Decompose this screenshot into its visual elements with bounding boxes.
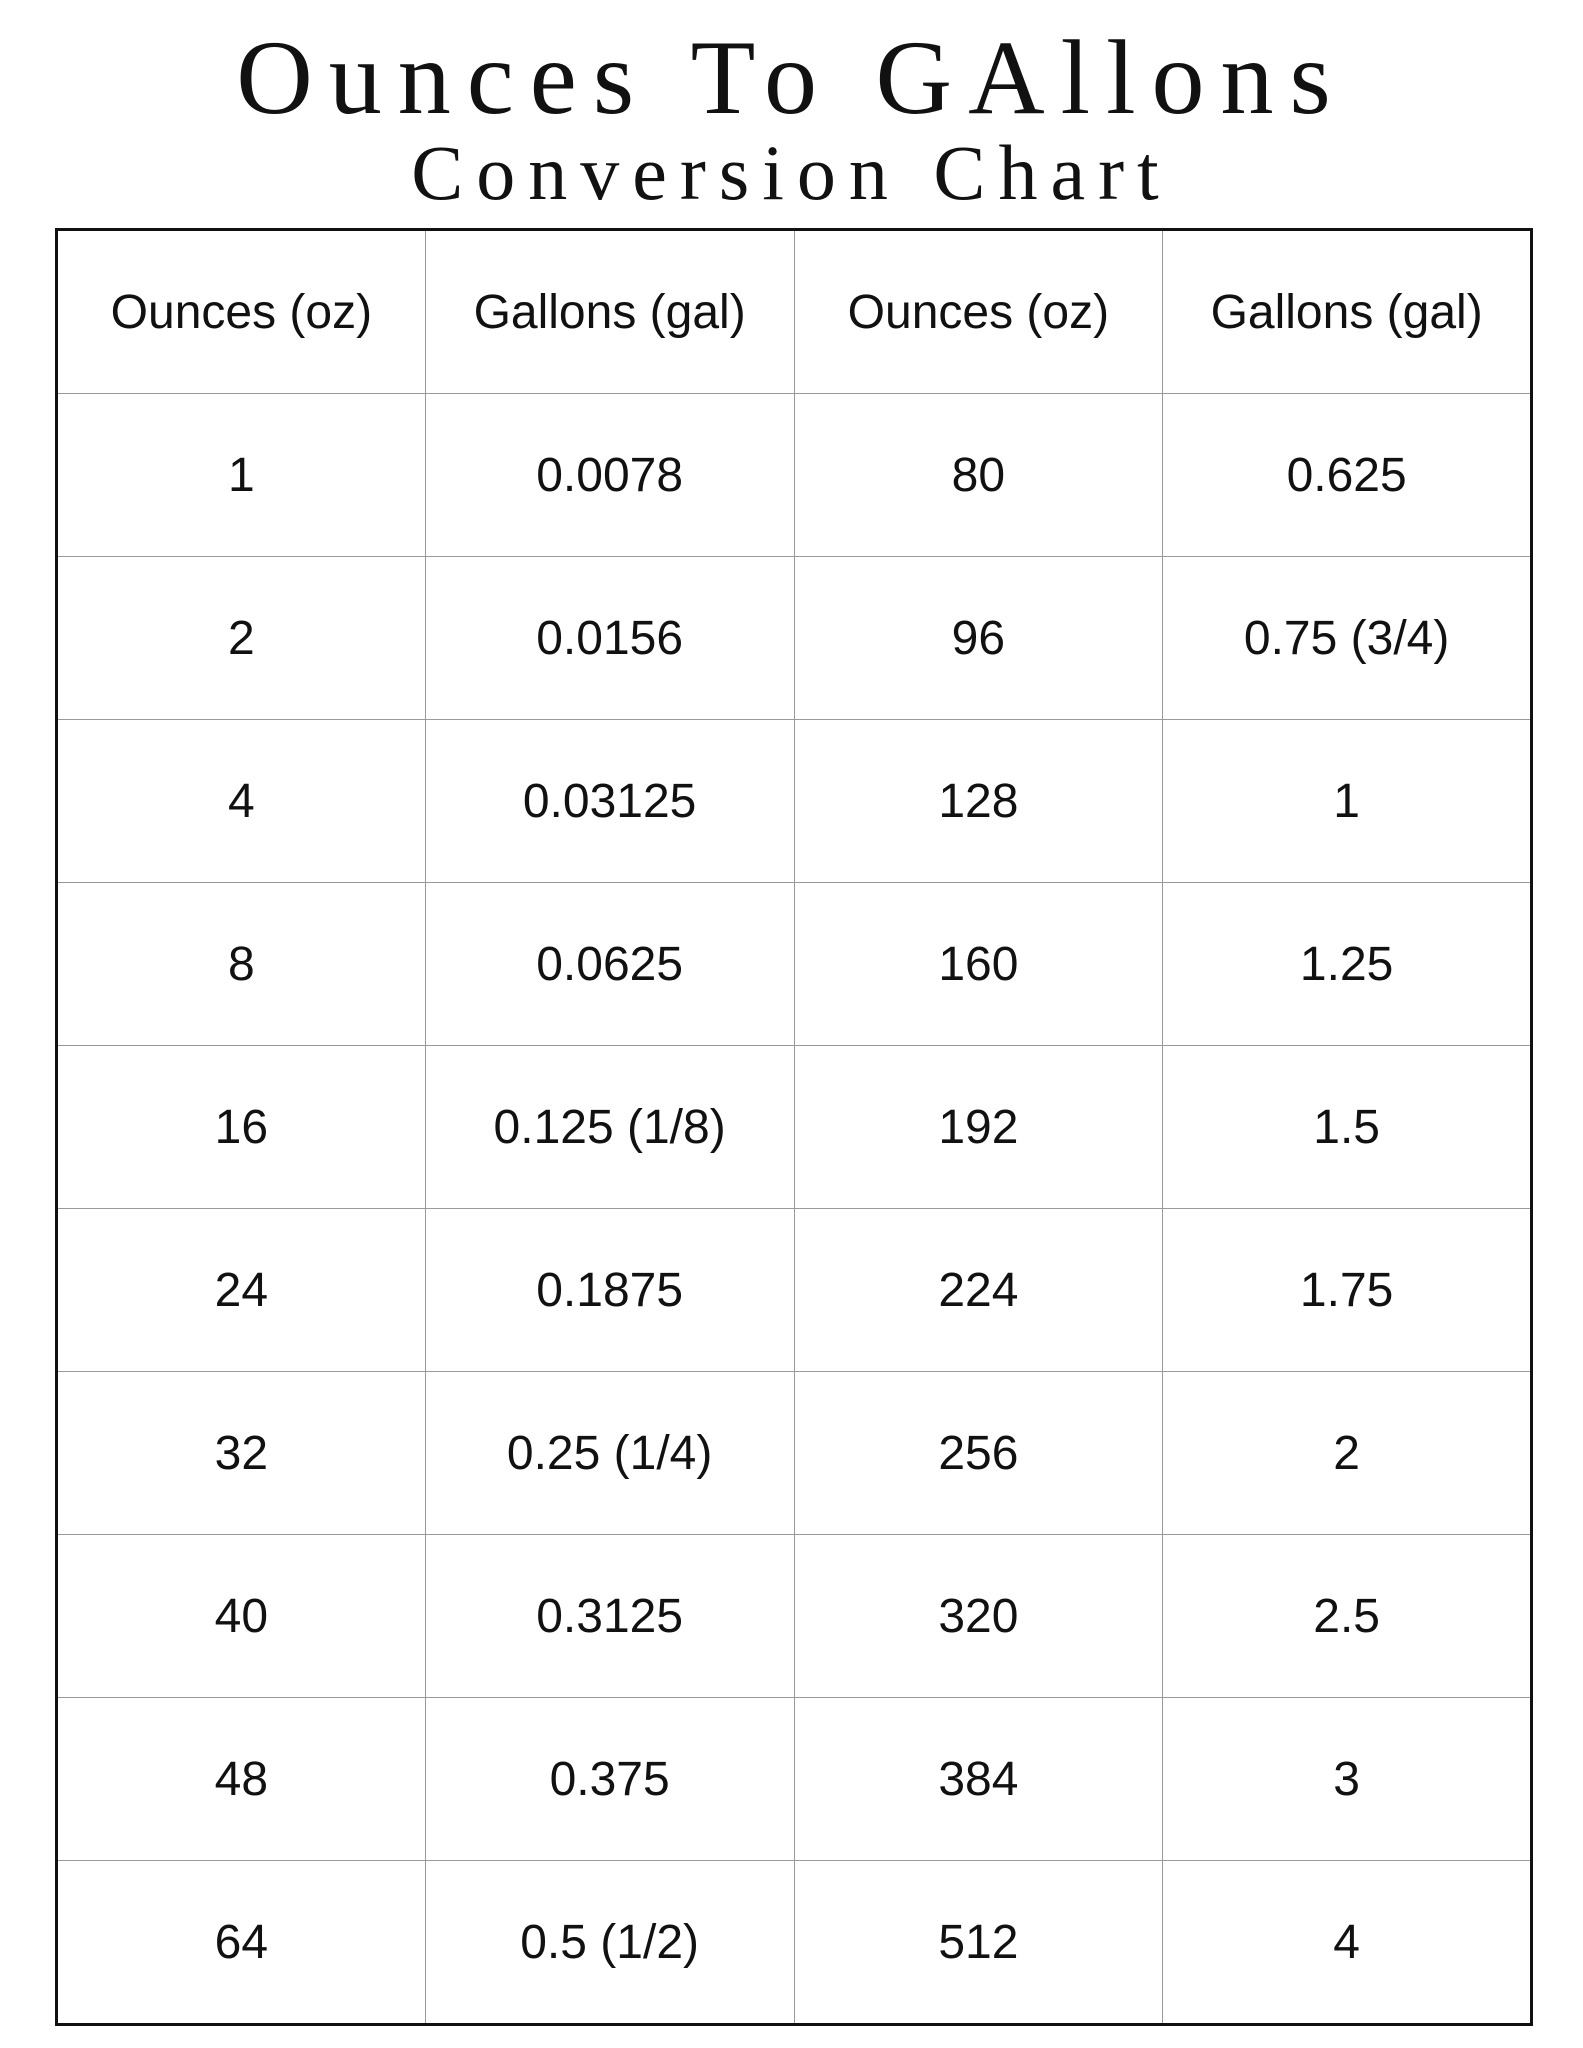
- table-cell: 1: [1162, 719, 1532, 883]
- table-cell: 1.5: [1162, 1045, 1532, 1209]
- table-cell: 192: [793, 1045, 1164, 1209]
- conversion-table: Ounces (oz) Gallons (gal) Ounces (oz) Gallo…: [55, 228, 1533, 2026]
- table-cell: 0.3125: [424, 1534, 795, 1698]
- table-cell: 64: [56, 1860, 426, 2025]
- table-cell: 2.5: [1162, 1534, 1532, 1698]
- table-cell: 8: [56, 882, 426, 1046]
- table-cell: 0.03125: [424, 719, 795, 883]
- column-header: Gallons (gal): [1162, 229, 1532, 394]
- table-cell: 1.25: [1162, 882, 1532, 1046]
- column-header: Ounces (oz): [793, 229, 1164, 394]
- table-cell: 48: [56, 1697, 426, 1861]
- table-row: 16 0.125 (1/8) 192 1.5: [56, 1045, 1532, 1209]
- table-cell: 4: [1162, 1860, 1532, 2025]
- table-cell: 0.5 (1/2): [424, 1860, 795, 2025]
- table-cell: 16: [56, 1045, 426, 1209]
- table-cell: 32: [56, 1371, 426, 1535]
- table-cell: 384: [793, 1697, 1164, 1861]
- table-row: 1 0.0078 80 0.625: [56, 393, 1532, 557]
- table-cell: 0.0625: [424, 882, 795, 1046]
- title: Ounces To GAllons: [236, 19, 1347, 136]
- table-cell: 224: [793, 1208, 1164, 1372]
- table-cell: 3: [1162, 1697, 1532, 1861]
- table-cell: 0.0078: [424, 393, 795, 557]
- table-cell: 40: [56, 1534, 426, 1698]
- table-cell: 4: [56, 719, 426, 883]
- table-cell: 1: [56, 393, 426, 557]
- table-cell: 24: [56, 1208, 426, 1372]
- table-cell: 320: [793, 1534, 1164, 1698]
- table-cell: 80: [793, 393, 1164, 557]
- table-row: 2 0.0156 96 0.75 (3/4): [56, 556, 1532, 720]
- column-header: Ounces (oz): [56, 229, 426, 394]
- table-row: 64 0.5 (1/2) 512 4: [56, 1860, 1532, 2025]
- table-row: 32 0.25 (1/4) 256 2: [56, 1371, 1532, 1535]
- table-cell: 0.0156: [424, 556, 795, 720]
- subtitle: Conversion Chart: [411, 129, 1172, 216]
- table-cell: 160: [793, 882, 1164, 1046]
- table-row: 8 0.0625 160 1.25: [56, 882, 1532, 1046]
- table-cell: 512: [793, 1860, 1164, 2025]
- table-cell: 0.1875: [424, 1208, 795, 1372]
- table-cell: 0.125 (1/8): [424, 1045, 795, 1209]
- header-row: Ounces (oz) Gallons (gal) Ounces (oz) Gallo…: [56, 229, 1532, 394]
- table-cell: 128: [793, 719, 1164, 883]
- table-cell: 0.75 (3/4): [1162, 556, 1532, 720]
- table-cell: 0.625: [1162, 393, 1532, 557]
- table-cell: 256: [793, 1371, 1164, 1535]
- table-row: 4 0.03125 128 1: [56, 719, 1532, 883]
- column-header: Gallons (gal): [424, 229, 795, 394]
- table-cell: 2: [56, 556, 426, 720]
- table-cell: 2: [1162, 1371, 1532, 1535]
- table-cell: 0.25 (1/4): [424, 1371, 795, 1535]
- table-cell: 96: [793, 556, 1164, 720]
- table-row: 24 0.1875 224 1.75: [56, 1208, 1532, 1372]
- table-row: 40 0.3125 320 2.5: [56, 1534, 1532, 1698]
- table-cell: 0.375: [424, 1697, 795, 1861]
- table-cell: 1.75: [1162, 1208, 1532, 1372]
- table-row: 48 0.375 384 3: [56, 1697, 1532, 1861]
